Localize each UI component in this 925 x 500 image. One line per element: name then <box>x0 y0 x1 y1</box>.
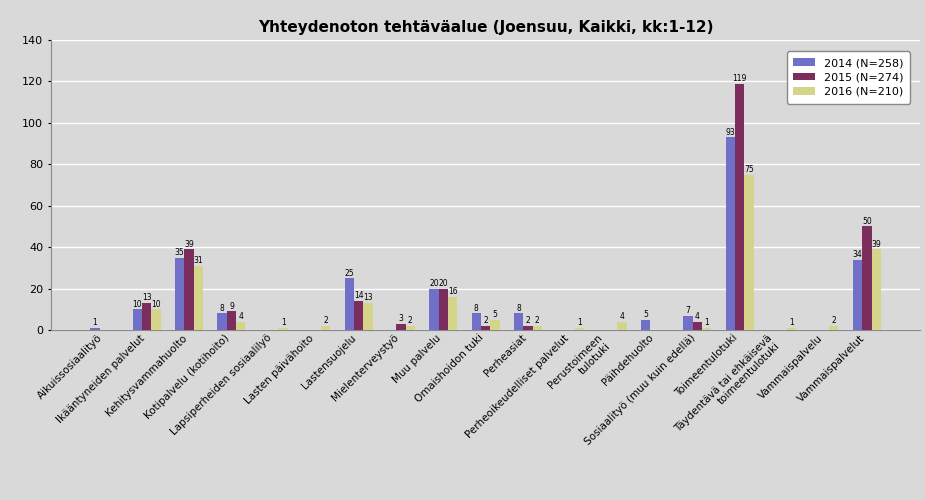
Text: 34: 34 <box>853 250 862 259</box>
Text: 2: 2 <box>323 316 327 325</box>
Text: 1: 1 <box>704 318 709 328</box>
Text: 4: 4 <box>239 312 243 321</box>
Bar <box>862 226 871 330</box>
Bar <box>91 328 100 330</box>
Text: 1: 1 <box>281 318 286 328</box>
Bar <box>617 322 626 330</box>
Text: 10: 10 <box>152 300 161 308</box>
Bar <box>693 322 702 330</box>
Text: 1: 1 <box>577 318 582 328</box>
Text: 75: 75 <box>745 165 754 174</box>
Text: 16: 16 <box>448 287 457 296</box>
Bar <box>448 297 457 330</box>
Text: 93: 93 <box>725 128 735 136</box>
Text: 20: 20 <box>438 279 448 288</box>
Text: 2: 2 <box>535 316 539 325</box>
Text: 3: 3 <box>399 314 403 323</box>
Text: 8: 8 <box>516 304 521 313</box>
Legend: 2014 (N=258), 2015 (N=274), 2016 (N=210): 2014 (N=258), 2015 (N=274), 2016 (N=210) <box>786 52 910 104</box>
Bar <box>133 310 142 330</box>
Text: 39: 39 <box>871 240 882 248</box>
Text: 2: 2 <box>525 316 530 325</box>
Bar <box>278 328 288 330</box>
Bar <box>787 328 796 330</box>
Text: 50: 50 <box>862 217 871 226</box>
Text: 31: 31 <box>193 256 204 265</box>
Text: 4: 4 <box>695 312 700 321</box>
Text: 35: 35 <box>175 248 185 257</box>
Text: 5: 5 <box>492 310 498 319</box>
Bar <box>354 301 364 330</box>
Text: 119: 119 <box>733 74 747 83</box>
Bar <box>345 278 354 330</box>
Bar <box>175 258 184 330</box>
Bar <box>152 310 161 330</box>
Text: 1: 1 <box>92 318 97 328</box>
Text: 8: 8 <box>220 304 225 313</box>
Text: 1: 1 <box>789 318 794 328</box>
Bar <box>514 314 524 330</box>
Bar <box>321 326 330 330</box>
Bar <box>726 138 735 330</box>
Bar <box>481 326 490 330</box>
Text: 13: 13 <box>142 294 152 302</box>
Bar <box>396 324 405 330</box>
Text: 25: 25 <box>344 268 354 278</box>
Bar <box>472 314 481 330</box>
Text: 20: 20 <box>429 279 438 288</box>
Bar <box>641 320 650 330</box>
Bar <box>871 249 881 330</box>
Text: 10: 10 <box>132 300 142 308</box>
Title: Yhteydenoton tehtäväalue (Joensuu, Kaikki, kk:1-12): Yhteydenoton tehtäväalue (Joensuu, Kaikk… <box>258 20 713 34</box>
Text: 2: 2 <box>408 316 413 325</box>
Bar <box>575 328 585 330</box>
Bar <box>684 316 693 330</box>
Text: 2: 2 <box>483 316 488 325</box>
Bar <box>438 288 448 330</box>
Text: 4: 4 <box>620 312 624 321</box>
Bar <box>524 326 533 330</box>
Text: 13: 13 <box>363 294 373 302</box>
Bar <box>236 322 245 330</box>
Bar <box>490 320 500 330</box>
Bar <box>364 303 373 330</box>
Bar <box>533 326 542 330</box>
Bar <box>829 326 838 330</box>
Text: 7: 7 <box>685 306 691 315</box>
Bar <box>745 174 754 330</box>
Bar <box>193 266 204 330</box>
Bar <box>227 312 236 330</box>
Text: 8: 8 <box>474 304 478 313</box>
Text: 39: 39 <box>184 240 194 248</box>
Bar <box>142 303 152 330</box>
Bar <box>853 260 862 330</box>
Text: 5: 5 <box>643 310 648 319</box>
Bar <box>429 288 438 330</box>
Text: 2: 2 <box>832 316 836 325</box>
Text: 9: 9 <box>229 302 234 310</box>
Text: 14: 14 <box>353 292 364 300</box>
Bar <box>702 328 711 330</box>
Bar <box>217 314 227 330</box>
Bar <box>184 249 193 330</box>
Bar <box>735 84 745 330</box>
Bar <box>405 326 415 330</box>
